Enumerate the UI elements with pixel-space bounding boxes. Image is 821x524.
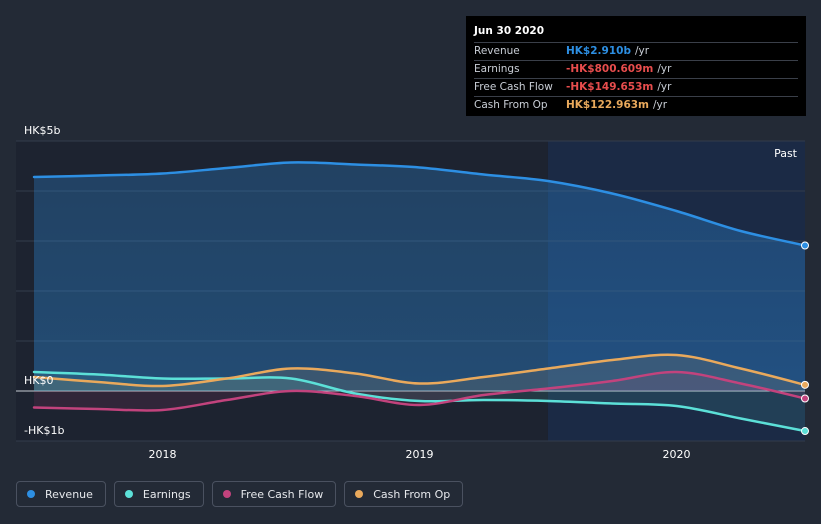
legend-item-free-cash-flow[interactable]: Free Cash Flow — [211, 481, 337, 507]
legend-label: Cash From Op — [373, 487, 451, 501]
revenue-area — [34, 162, 805, 391]
tooltip-label: Earnings — [474, 63, 520, 75]
free-cash-flow-dot-icon — [222, 490, 231, 498]
earnings-line — [32, 370, 807, 433]
past-label: Past — [774, 147, 798, 160]
y-tick-label: HK$5b — [24, 124, 60, 137]
tooltip-date: Jun 30 2020 — [474, 25, 545, 37]
y-tick-label: HK$0 — [24, 374, 53, 387]
revenue-endpoint — [801, 241, 809, 250]
cash-from-op-line — [32, 353, 807, 388]
tooltip-value: HK$2.910b — [566, 45, 631, 57]
legend-item-cash-from-op[interactable]: Cash From Op — [344, 481, 464, 507]
tooltip-row-revenue: Revenue HK$2.910b /yr — [474, 42, 798, 60]
tooltip-row-cash-from-op: Cash From Op HK$122.963m /yr — [474, 96, 798, 114]
free-cash-flow-line — [32, 370, 807, 412]
legend-label: Earnings — [142, 487, 191, 501]
legend: Revenue Earnings Free Cash Flow Cash Fro… — [16, 481, 464, 507]
legend-label: Revenue — [45, 487, 93, 501]
tooltip-value: -HK$800.609m — [566, 63, 654, 75]
tooltip-unit: /yr — [634, 45, 650, 57]
revenue-line — [32, 161, 807, 247]
tooltip-value: -HK$149.653m — [566, 81, 654, 93]
legend-label: Free Cash Flow — [240, 487, 324, 501]
tooltip-value: HK$122.963m — [566, 99, 649, 111]
earnings-area — [34, 372, 805, 431]
earnings-endpoint — [801, 427, 809, 436]
tooltip-unit: /yr — [657, 81, 672, 93]
tooltip-label: Free Cash Flow — [474, 81, 553, 93]
legend-item-revenue[interactable]: Revenue — [16, 481, 106, 507]
cash-from-op-endpoint — [801, 380, 809, 389]
x-tick-label: 2019 — [405, 448, 433, 461]
tooltip-row-free-cash-flow: Free Cash Flow -HK$149.653m /yr — [474, 78, 798, 96]
tooltip-label: Cash From Op — [474, 99, 548, 111]
legend-item-earnings[interactable]: Earnings — [113, 481, 204, 507]
x-tick-label: 2020 — [662, 448, 690, 461]
revenue-dot-icon — [27, 490, 35, 498]
tooltip-label: Revenue — [474, 45, 520, 57]
cash-from-op-dot-icon — [355, 490, 364, 498]
earnings-dot-icon — [124, 490, 133, 498]
tooltip-unit: /yr — [657, 63, 672, 75]
tooltip-unit: /yr — [653, 99, 668, 111]
tooltip: Jun 30 2020 Revenue HK$2.910b /yr Earnin… — [466, 16, 806, 116]
free-cash-flow-endpoint — [801, 394, 809, 403]
tooltip-row-earnings: Earnings -HK$800.609m /yr — [474, 60, 798, 78]
x-tick-label: 2018 — [148, 448, 176, 461]
y-tick-label: -HK$1b — [24, 424, 64, 437]
